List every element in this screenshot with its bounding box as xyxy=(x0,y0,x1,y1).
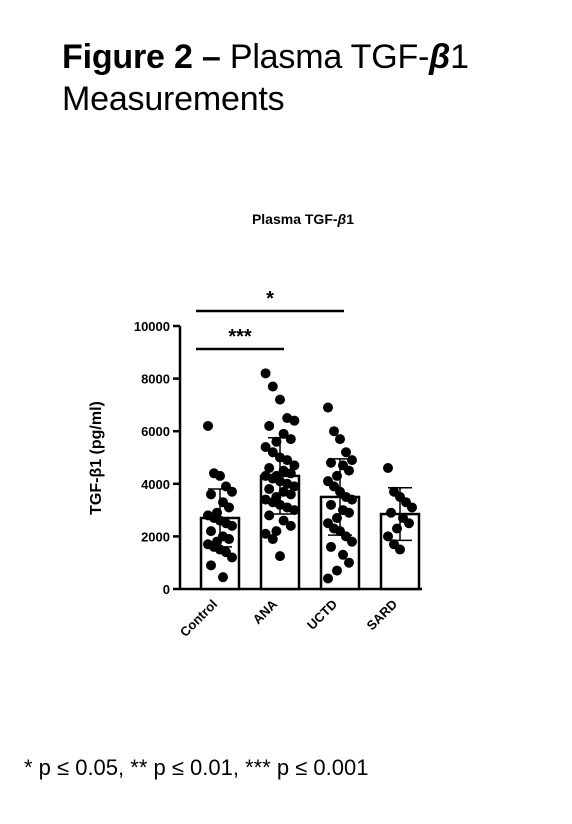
data-point xyxy=(206,526,216,537)
data-point xyxy=(285,489,296,500)
data-point xyxy=(395,544,405,555)
data-point xyxy=(264,420,275,431)
chart-title-end: 1 xyxy=(346,211,354,227)
data-point xyxy=(260,368,271,379)
data-point xyxy=(227,520,237,531)
data-point xyxy=(332,565,342,576)
y-tick-label: 0 xyxy=(163,582,170,597)
data-point xyxy=(224,534,234,545)
data-point xyxy=(285,468,296,479)
chart-title-main: Plasma TGF- xyxy=(252,211,338,227)
data-point xyxy=(289,460,300,471)
data-point xyxy=(341,447,351,458)
y-tick-label: 2000 xyxy=(141,529,170,544)
data-point xyxy=(278,515,289,526)
y-axis-label: TGF-β1 (pg/ml) xyxy=(88,401,105,515)
significance-label: *** xyxy=(228,326,252,348)
data-point xyxy=(326,541,336,552)
data-point xyxy=(404,518,414,529)
data-point xyxy=(203,420,213,431)
data-point xyxy=(326,499,336,510)
data-point xyxy=(344,507,354,518)
data-point xyxy=(224,502,234,513)
figure-title-text: Plasma TGF- xyxy=(220,38,430,76)
data-point xyxy=(267,381,278,392)
data-point xyxy=(227,552,237,563)
data-point xyxy=(347,536,357,547)
data-point xyxy=(218,572,228,583)
data-point xyxy=(285,520,296,531)
figure-number: Figure 2 – xyxy=(62,38,221,76)
data-point xyxy=(260,528,271,539)
data-point xyxy=(347,455,357,466)
data-point xyxy=(289,481,300,492)
data-point xyxy=(264,484,275,495)
data-point xyxy=(282,455,293,466)
data-point xyxy=(407,502,417,513)
data-point xyxy=(392,523,402,534)
significance-label: * xyxy=(266,288,274,310)
figure-title-end: 1 xyxy=(450,38,469,76)
data-point xyxy=(386,507,396,518)
significance-footnote: * p ≤ 0.05, ** p ≤ 0.01, *** p ≤ 0.001 xyxy=(24,755,369,780)
data-point xyxy=(326,457,336,468)
data-point xyxy=(260,441,271,452)
chart-title: Plasma TGF-β1 xyxy=(252,211,354,227)
data-point xyxy=(383,531,393,542)
data-point xyxy=(206,560,216,571)
x-tick-label-uctd: UCTD xyxy=(304,597,340,633)
data-point xyxy=(267,447,278,458)
data-point xyxy=(289,505,300,516)
figure-title-line2: Measurements xyxy=(62,80,285,118)
data-point xyxy=(264,510,275,521)
data-point xyxy=(383,463,393,474)
data-point xyxy=(338,549,348,560)
x-tick-label-ana: ANA xyxy=(250,596,281,627)
data-point xyxy=(206,489,216,500)
data-point xyxy=(347,494,357,505)
data-point xyxy=(227,486,237,497)
data-point xyxy=(323,402,333,413)
data-point xyxy=(335,434,345,445)
plot-area: 0 2000 4000 6000 8000 10000 Control ANA UCTD SARD… xyxy=(134,288,422,640)
data-point xyxy=(329,426,339,437)
y-tick-label: 8000 xyxy=(141,372,170,387)
data-point xyxy=(332,512,342,523)
data-point xyxy=(323,573,333,584)
x-tick-label-control: Control xyxy=(177,597,220,640)
data-point xyxy=(275,551,285,562)
figure-title: Figure 2 – Plasma TGF-β1 Measurements xyxy=(62,36,562,120)
data-point xyxy=(271,526,282,537)
data-point xyxy=(215,470,225,481)
data-point xyxy=(344,557,354,568)
y-tick-label: 6000 xyxy=(141,424,170,439)
data-point xyxy=(271,436,282,447)
chart-title-beta: β xyxy=(337,211,347,227)
y-tick-label: 10000 xyxy=(134,319,170,334)
data-point xyxy=(285,434,296,445)
data-point xyxy=(278,428,289,439)
data-point xyxy=(289,415,300,426)
data-point xyxy=(264,463,275,474)
data-point xyxy=(332,470,342,481)
data-point xyxy=(275,394,285,405)
data-point xyxy=(344,465,354,476)
x-tick-label-sard: SARD xyxy=(363,597,400,634)
y-tick-label: 4000 xyxy=(141,477,170,492)
data-point xyxy=(267,534,278,545)
figure-title-beta: β xyxy=(429,38,451,76)
